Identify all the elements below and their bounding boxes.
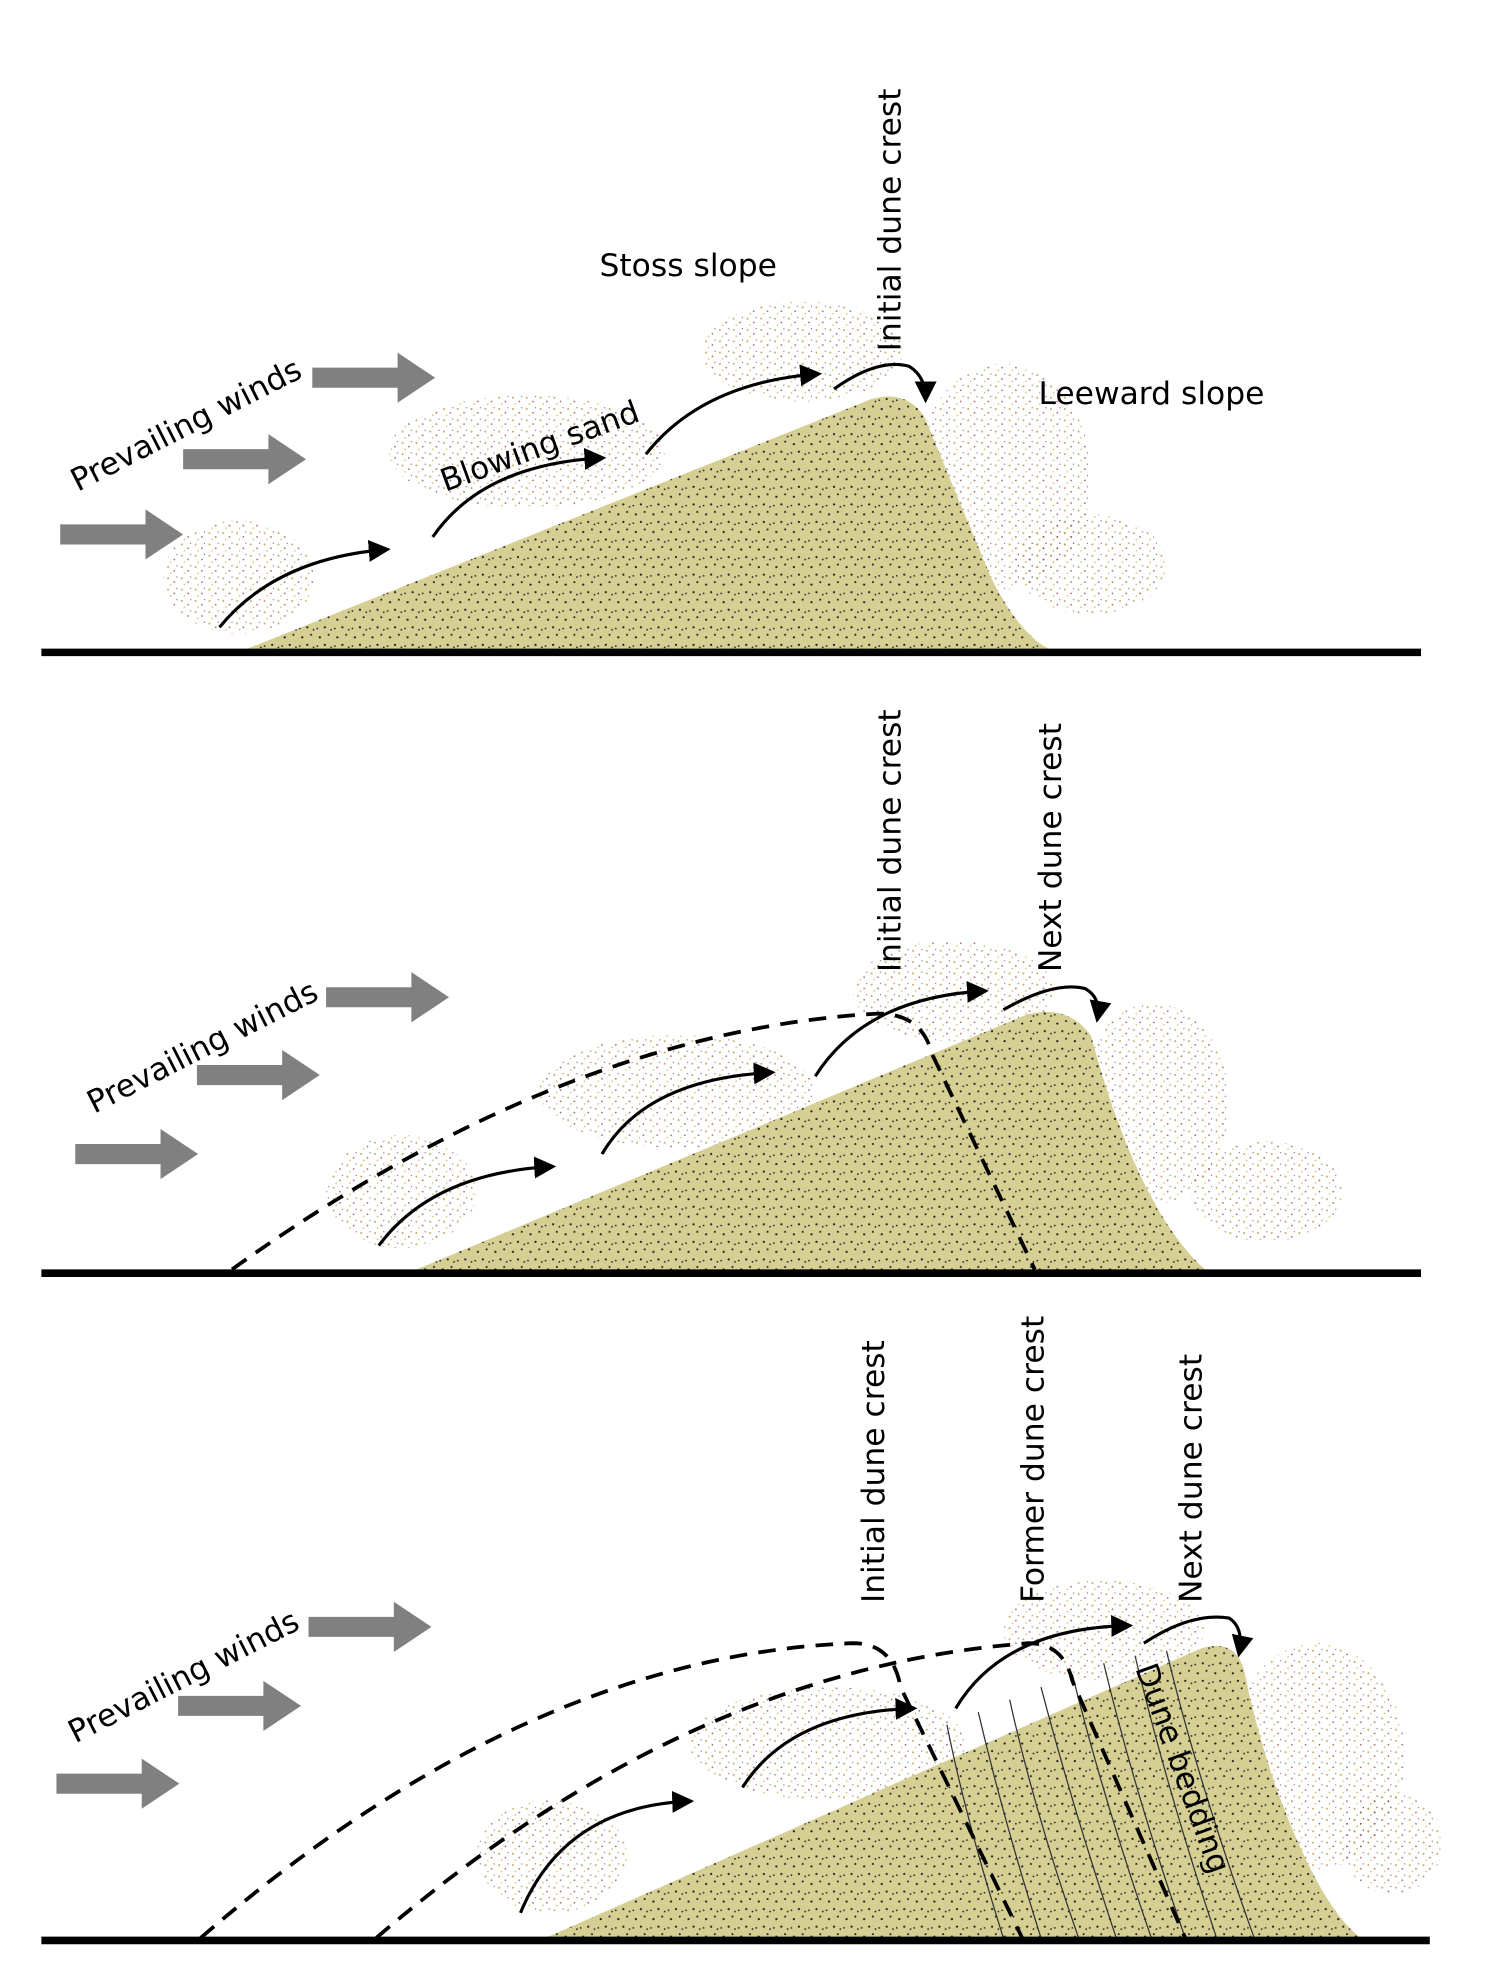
sand-arrow xyxy=(644,364,823,456)
bedding xyxy=(946,1650,1255,1939)
label: Stoss slope xyxy=(600,248,777,284)
sand-arrow xyxy=(1002,985,1112,1023)
sand-arrow xyxy=(377,1156,557,1247)
wind-arrow xyxy=(183,434,307,485)
sand-arrow xyxy=(519,1790,695,1914)
former-profile xyxy=(199,1641,1024,1940)
former-profile xyxy=(230,1011,1037,1271)
sand xyxy=(326,1135,477,1249)
wind-arrow xyxy=(75,1128,199,1180)
label: Prevailing winds xyxy=(81,974,324,1121)
sand xyxy=(1003,1580,1205,1681)
sand-arrow xyxy=(813,980,989,1078)
label: Next dune crest xyxy=(1033,723,1069,972)
former-profile xyxy=(375,1641,1187,1940)
panel-1: Prevailing winds Blowing sand Stoss slop… xyxy=(41,88,1422,657)
dune xyxy=(407,1011,1211,1274)
sand xyxy=(1191,1141,1343,1242)
sand xyxy=(1015,514,1167,615)
sand xyxy=(388,395,665,509)
dune xyxy=(545,1645,1361,1938)
sand-arrow xyxy=(954,1615,1134,1710)
dune xyxy=(238,396,1057,653)
wind-arrow xyxy=(60,509,184,560)
sand-arrow xyxy=(600,1062,776,1155)
wind-arrow xyxy=(326,972,450,1023)
label: Former dune crest xyxy=(1016,1316,1052,1603)
label: Initial dune crest xyxy=(856,1340,892,1603)
sand-arrow xyxy=(1142,1615,1254,1658)
panel-2: Prevailing winds Initial dune crest Next… xyxy=(41,709,1422,1277)
sand xyxy=(1342,1793,1443,1895)
sand-arrow xyxy=(833,362,937,404)
wind-arrow xyxy=(312,352,436,403)
sand-arrow xyxy=(431,447,607,538)
label: Prevailing winds xyxy=(63,1603,306,1750)
sand xyxy=(163,520,314,634)
label: Initial dune crest xyxy=(873,709,909,972)
sand-arrow xyxy=(218,539,391,629)
panel-3: Prevailing winds Initial dune crest Form… xyxy=(41,1316,1443,1945)
wind-arrow xyxy=(308,1601,432,1652)
wind-arrow xyxy=(56,1758,180,1809)
label: Leeward slope xyxy=(1038,376,1264,412)
label: Initial dune crest xyxy=(873,88,909,351)
label: Next dune crest xyxy=(1174,1354,1210,1603)
sand xyxy=(476,1799,628,1913)
sand-arrow xyxy=(741,1697,918,1789)
